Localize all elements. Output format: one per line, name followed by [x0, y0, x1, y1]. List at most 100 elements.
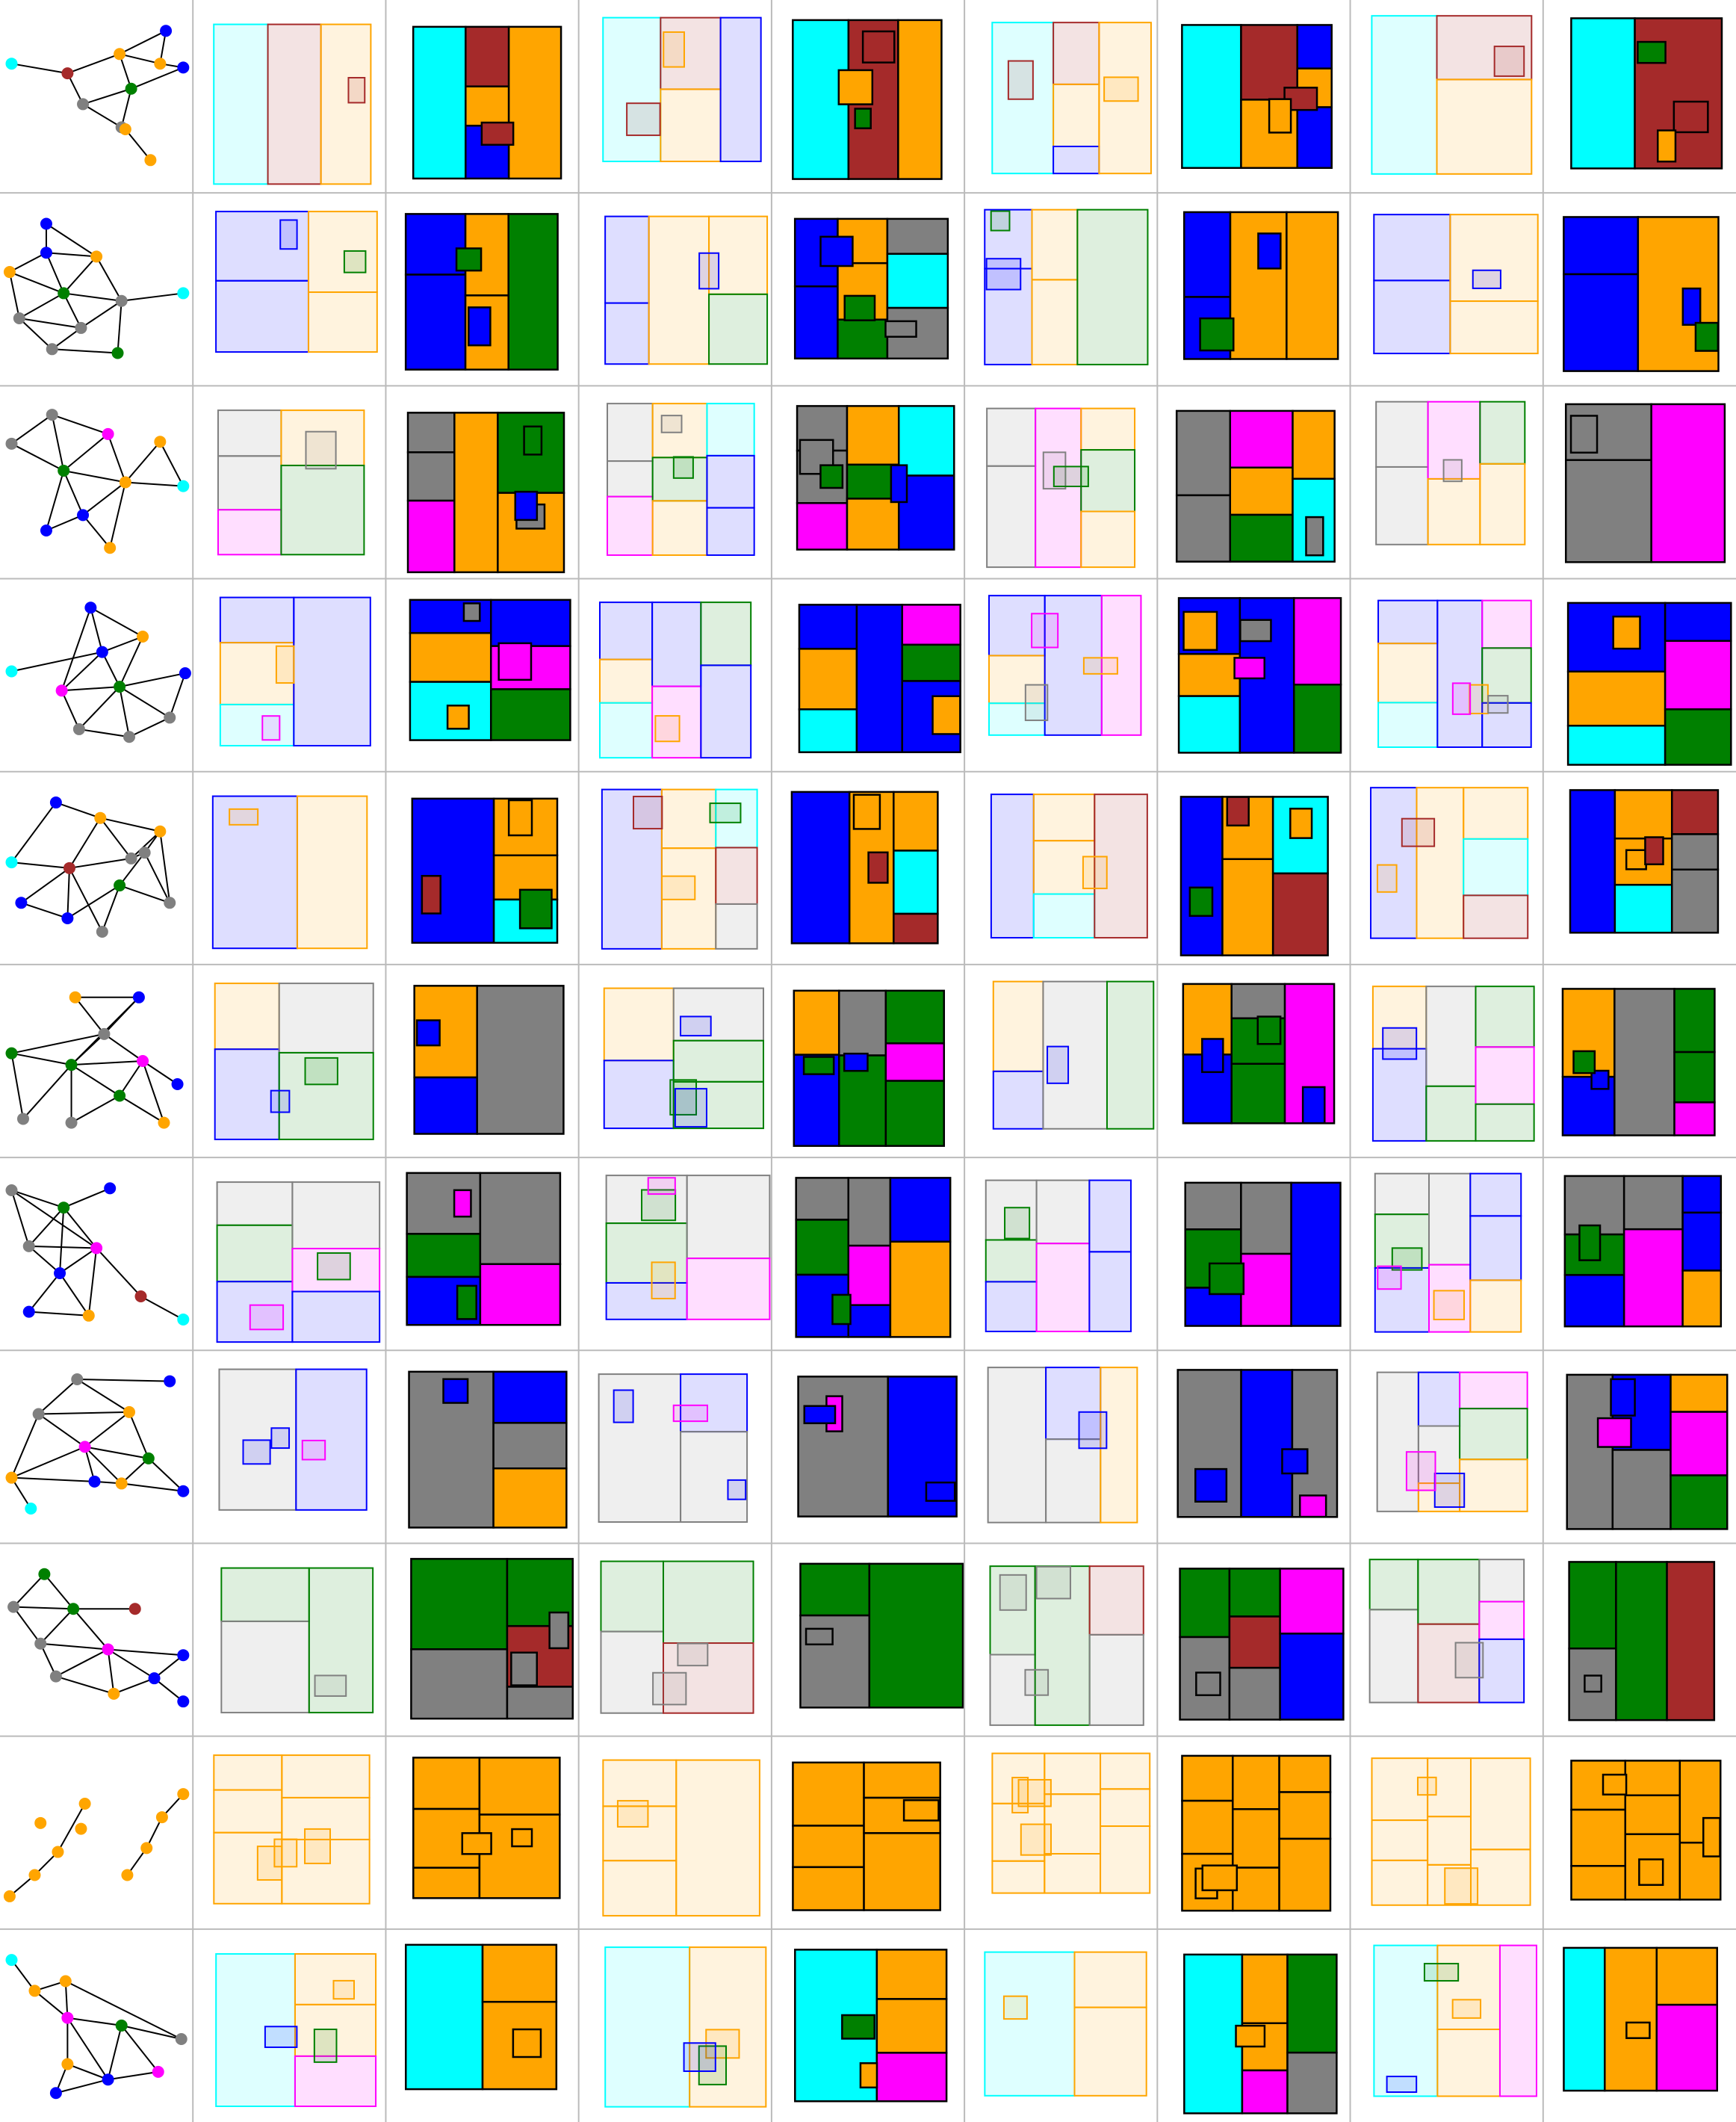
- filled-floorplan: [412, 25, 562, 180]
- room: [1613, 789, 1673, 840]
- room: [1479, 463, 1526, 545]
- room: [1278, 1837, 1332, 1912]
- graph-node: [108, 1687, 120, 1700]
- filled-floorplan: [796, 405, 955, 551]
- graph-edge: [148, 1458, 184, 1492]
- room: [1650, 403, 1726, 563]
- room: [988, 702, 1046, 736]
- room: [601, 788, 663, 950]
- graph-edge: [55, 1675, 114, 1695]
- graph-node: [164, 897, 176, 909]
- room: [984, 267, 1033, 365]
- room: [843, 294, 876, 321]
- graph-edge: [108, 2070, 158, 2081]
- room: [1179, 796, 1224, 956]
- room: [604, 215, 650, 304]
- room: [798, 604, 858, 650]
- room: [215, 279, 309, 353]
- outline-floorplan: [604, 215, 769, 365]
- room: [1478, 1600, 1525, 1640]
- room: [805, 1627, 834, 1646]
- room: [1469, 1757, 1531, 1851]
- graph-edge: [108, 1648, 184, 1657]
- graph-edge: [11, 1052, 72, 1066]
- room: [1656, 129, 1677, 163]
- graph-node: [177, 1788, 190, 1801]
- room: [598, 1373, 682, 1524]
- room: [249, 1304, 285, 1331]
- room: [479, 1172, 562, 1266]
- graph-edge: [65, 1980, 182, 2040]
- room: [1405, 1451, 1436, 1491]
- graph-node: [134, 1290, 147, 1302]
- graph-cell: [5, 409, 190, 554]
- filled-floorplan: [1569, 789, 1720, 934]
- room: [1228, 1666, 1281, 1721]
- graph-edge: [11, 442, 64, 471]
- room: [415, 1019, 441, 1047]
- room: [1281, 1448, 1309, 1475]
- graph-edge: [66, 2017, 109, 2080]
- room: [1493, 46, 1525, 77]
- filled-floorplan: [1183, 1953, 1338, 2115]
- graph-node: [78, 1441, 91, 1453]
- room: [1427, 1172, 1472, 1266]
- room: [990, 794, 1035, 939]
- room: [1257, 232, 1282, 270]
- room: [1201, 1864, 1239, 1892]
- room: [1002, 1995, 1028, 2020]
- room: [1024, 684, 1049, 722]
- room: [1374, 1172, 1430, 1216]
- room: [280, 464, 365, 556]
- graph-edge: [11, 1476, 95, 1482]
- outline-floorplan: [1376, 1371, 1528, 1512]
- room: [1371, 1859, 1429, 1906]
- room: [651, 500, 708, 556]
- room: [598, 702, 654, 759]
- filled-floorplan: [1561, 988, 1716, 1136]
- graph-edge: [63, 1187, 111, 1209]
- room: [1373, 1944, 1439, 2097]
- room: [514, 490, 539, 522]
- graph-edge: [113, 1677, 155, 1695]
- room: [1637, 40, 1667, 64]
- room: [1433, 1472, 1466, 1509]
- room: [1296, 24, 1333, 69]
- outline-floorplan: [1373, 1944, 1537, 2097]
- room: [216, 1224, 294, 1283]
- room: [215, 1953, 296, 2107]
- graph-edge: [121, 2024, 182, 2040]
- room: [1232, 1754, 1280, 1810]
- room: [215, 211, 309, 282]
- room: [686, 1175, 771, 1260]
- room: [1479, 400, 1526, 465]
- room: [652, 1671, 687, 1706]
- graph-edge: [19, 318, 53, 350]
- room: [1563, 216, 1640, 276]
- filled-floorplan: [1177, 597, 1342, 754]
- room: [861, 30, 896, 64]
- graph-node: [158, 1116, 170, 1129]
- outline-floorplan: [985, 1179, 1132, 1332]
- outline-floorplan: [219, 596, 371, 747]
- room: [1702, 1816, 1721, 1857]
- filled-floorplan: [1184, 1181, 1342, 1327]
- outline-floorplan: [218, 1368, 368, 1511]
- graph-node: [5, 1184, 18, 1196]
- graph-node: [152, 2065, 164, 2078]
- room: [651, 1261, 676, 1299]
- graph-node: [154, 58, 167, 70]
- room: [406, 451, 456, 502]
- room: [1459, 1459, 1528, 1512]
- graph-edge: [22, 1064, 72, 1120]
- graph-node: [132, 991, 145, 1003]
- room: [706, 454, 755, 509]
- graph-edge: [72, 1608, 109, 1651]
- outline-floorplan: [991, 1752, 1151, 1894]
- graph-node: [102, 1643, 114, 1656]
- room: [242, 1439, 271, 1465]
- outline-floorplan: [604, 1946, 767, 2108]
- room: [680, 1373, 748, 1433]
- room: [986, 407, 1037, 467]
- room: [674, 1088, 707, 1128]
